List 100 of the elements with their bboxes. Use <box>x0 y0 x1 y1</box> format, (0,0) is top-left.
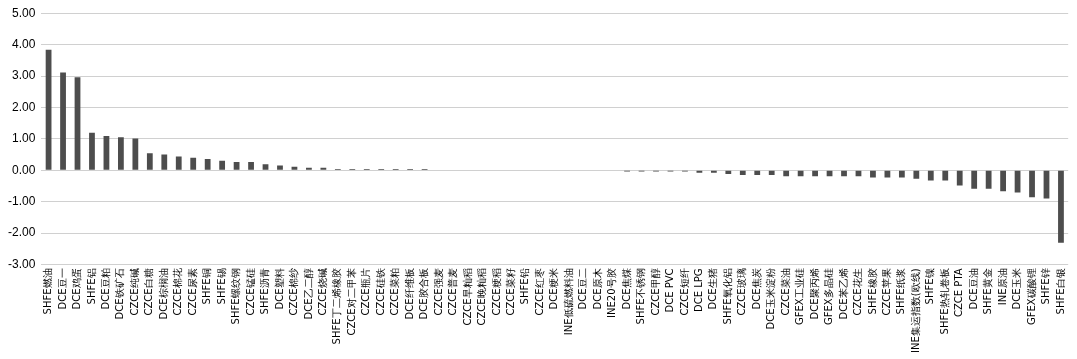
bar <box>725 170 732 174</box>
x-tick-label: CZCE苹果 <box>881 268 892 316</box>
bar <box>248 162 254 170</box>
bar <box>870 170 876 178</box>
x-tick-label: DCE纤维板 <box>403 268 415 320</box>
bar <box>927 170 934 181</box>
x-tick-label: SHFE燃油 <box>42 268 54 315</box>
bar <box>942 170 949 181</box>
x-tick-label: SHFE氧化铝 <box>721 268 733 325</box>
x-tick-label: DCE原木 <box>591 268 603 310</box>
y-tick-label: 0.00 <box>11 162 36 177</box>
x-tick-label: CZCE棉花 <box>172 268 184 316</box>
bar <box>233 162 240 170</box>
x-tick-label: CZCE尿素 <box>186 268 198 316</box>
y-tick-label: 2.00 <box>11 99 36 114</box>
bar <box>89 132 95 170</box>
x-tick-label: CZCE强麦 <box>432 268 444 316</box>
x-tick-label: CZCE晚籼稻 <box>476 268 488 326</box>
x-tick-label: DCE苯乙烯 <box>837 268 849 320</box>
x-tick-label: CZCE白糖 <box>143 268 155 316</box>
x-tick-label: GFEX多晶硅 <box>823 268 835 326</box>
x-tick-label: CZCE棉纱 <box>288 268 300 316</box>
x-tick-label: SHFE沥青 <box>259 268 271 315</box>
x-tick-label: SHFE锡 <box>215 268 227 305</box>
bar <box>60 72 66 170</box>
bar <box>204 158 211 170</box>
x-tick-label: SHFE纸浆 <box>895 268 907 315</box>
x-tick-label: DCE生猪 <box>707 268 719 310</box>
bar <box>262 164 269 170</box>
x-tick-label: SHFE铜 <box>201 268 213 305</box>
x-tick-label: CZCE纯碱 <box>128 268 140 316</box>
x-tick-label: CZCE早籼稻 <box>461 268 473 326</box>
x-tick-label: CZCE锰硅 <box>244 268 256 316</box>
bar <box>985 170 992 189</box>
x-tick-label: SHFE不锈钢 <box>635 268 647 325</box>
x-tick-label: SHFE白银 <box>1054 268 1066 315</box>
x-tick-label: CZCE烧碱 <box>316 268 328 316</box>
bar <box>739 170 746 175</box>
bar <box>306 167 312 170</box>
x-tick-label: DCE豆二 <box>577 268 589 310</box>
x-tick-label: GFEX碳酸锂 <box>1025 268 1037 326</box>
bar <box>118 137 124 170</box>
bar <box>783 170 790 177</box>
bar <box>768 170 775 175</box>
y-tick-label: 3.00 <box>11 68 36 83</box>
x-tick-label: DCE玉米 <box>1011 268 1023 310</box>
bar <box>841 170 847 177</box>
x-tick-label: CZCE花生 <box>852 268 864 316</box>
x-tick-label: CZCE菜籽 <box>504 268 516 316</box>
x-tick-label: SHFE镍 <box>924 268 936 305</box>
bar <box>161 154 168 170</box>
y-tick-label: -3.00 <box>7 256 36 271</box>
x-tick-label: CZCE玻璃 <box>736 268 748 316</box>
x-tick-label: DCE豆一 <box>56 268 68 310</box>
x-tick-label: DCE LPG <box>692 268 704 312</box>
x-tick-label: SHFE螺纹钢 <box>230 268 242 325</box>
x-tick-label: DCE焦煤 <box>620 268 632 310</box>
bar <box>1029 170 1035 198</box>
x-tick-label: SHFE橡胶 <box>866 268 878 315</box>
x-tick-label: INE20号胶 <box>606 268 618 318</box>
x-tick-label: SHFE丁二烯橡胶 <box>331 268 343 345</box>
bar <box>754 170 761 175</box>
y-tick-label: 4.00 <box>11 36 36 51</box>
x-tick-label: CZCE硅铁 <box>374 268 386 316</box>
y-tick-label: 1.00 <box>11 131 36 146</box>
x-tick-label: CZCE普麦 <box>447 268 459 316</box>
y-tick-label: -2.00 <box>7 225 36 240</box>
bar <box>956 170 963 186</box>
x-tick-label: DCE塑料 <box>273 268 285 310</box>
x-tick-label: CZCE菜油 <box>779 268 791 316</box>
x-tick-label: CZCE红枣 <box>533 268 545 316</box>
y-tick-label: -1.00 <box>7 193 36 208</box>
x-tick-label: INE原油 <box>996 268 1008 306</box>
bar <box>812 170 818 177</box>
bar <box>146 153 153 170</box>
x-tick-label: DCE胶合板 <box>418 268 430 320</box>
bar <box>1000 170 1006 192</box>
bar <box>320 167 327 170</box>
bar <box>132 138 139 170</box>
x-tick-label: DCE乙二醇 <box>302 268 314 320</box>
bar <box>797 170 804 177</box>
x-tick-label: DCE铁矿石 <box>114 268 126 320</box>
x-tick-label: CZCE瓶片 <box>360 268 372 316</box>
x-tick-label: DCE鸡蛋 <box>71 268 83 310</box>
bar <box>898 170 905 178</box>
y-tick-label: 5.00 <box>11 5 36 20</box>
x-tick-label: DCE PVC <box>664 268 676 313</box>
bar <box>175 156 182 170</box>
x-tick-label: SHFE铅 <box>519 268 531 305</box>
x-tick-label: INE低硫燃料油 <box>562 268 574 336</box>
x-tick-label: DCE玉米淀粉 <box>765 268 777 330</box>
x-tick-label: CZCE菜粕 <box>389 268 401 316</box>
x-tick-label: INE集运指数(欧线) <box>909 268 921 354</box>
bar <box>971 170 978 189</box>
bar <box>1058 170 1064 243</box>
x-tick-label: SHFE锌 <box>1040 268 1052 305</box>
x-tick-label: SHFE黄金 <box>982 268 994 315</box>
bar <box>710 170 717 173</box>
x-tick-label: DCE粳米 <box>548 268 560 310</box>
x-tick-label: CZCE对二甲苯 <box>345 268 357 336</box>
